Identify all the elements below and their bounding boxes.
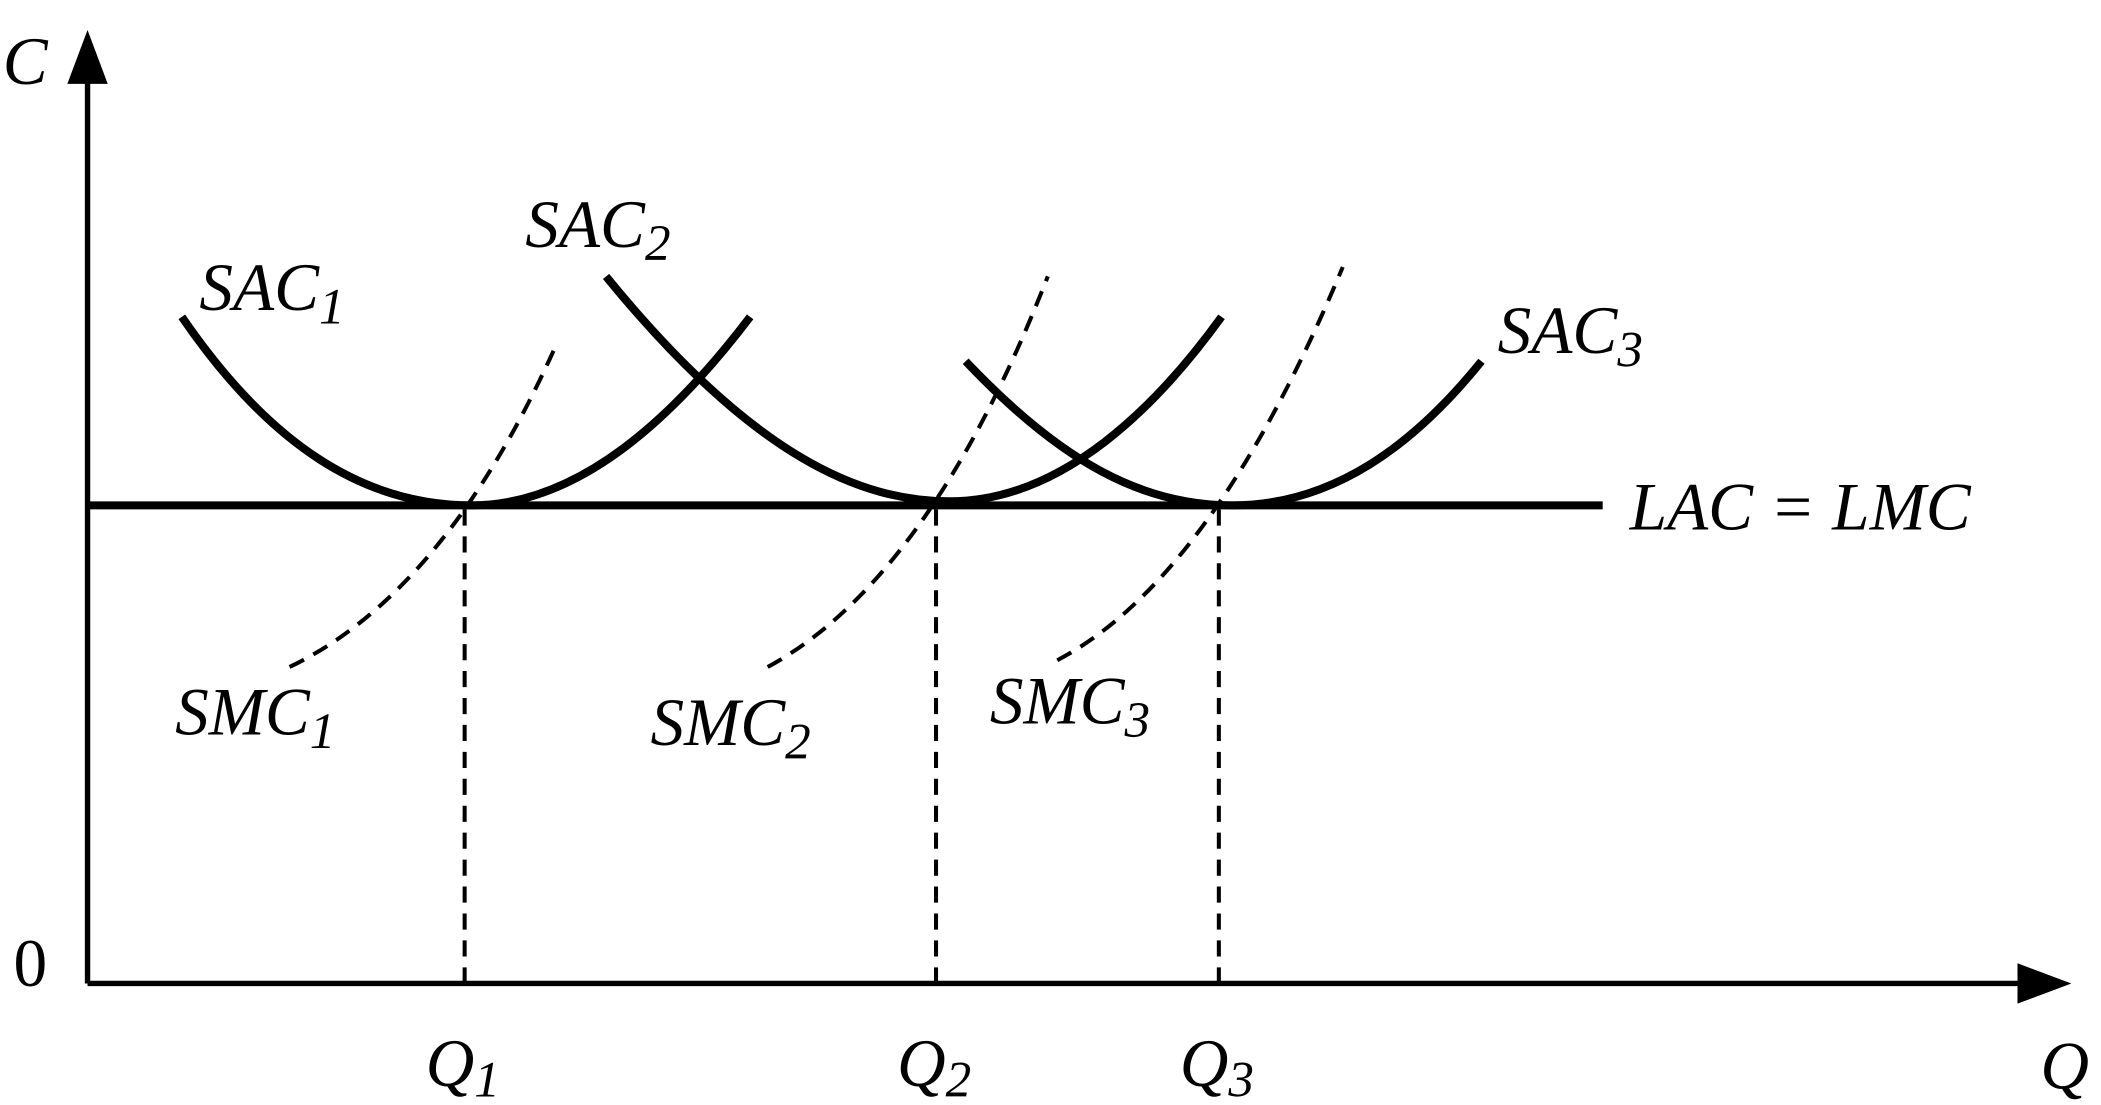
label-subscript: 2 [946, 1052, 972, 1105]
label-text: SAC [1498, 293, 1619, 368]
label-text: Q [897, 1026, 946, 1101]
label-subscript: 2 [645, 215, 671, 272]
y-arrow [67, 29, 108, 84]
smc-curve [288, 346, 557, 669]
label-subscript: 1 [474, 1052, 500, 1105]
label-text: SAC [199, 250, 320, 325]
quantity-label: Q1 [426, 1026, 500, 1105]
label-subscript: 1 [319, 279, 345, 336]
label-text: Q [426, 1026, 475, 1101]
sac-label: SAC1 [199, 250, 344, 335]
sac-curve [178, 314, 754, 510]
label-subscript: 2 [785, 714, 811, 771]
smc-curve [1056, 266, 1345, 663]
smc-label: SMC2 [651, 685, 811, 770]
sac-curve [602, 273, 1225, 506]
quantity-label: Q3 [1180, 1026, 1254, 1105]
sac-label: SAC3 [1498, 293, 1643, 378]
smc-label: SMC3 [990, 664, 1150, 749]
sac-label: SAC2 [525, 187, 670, 272]
label-text: SAC [525, 187, 646, 262]
y-axis-label: C [3, 24, 49, 99]
label-text: SMC [990, 664, 1126, 739]
origin-label: 0 [13, 926, 47, 1001]
label-subscript: 3 [1124, 692, 1151, 749]
smc-label: SMC1 [175, 674, 335, 759]
lac-label: LAC = LMC [1629, 470, 1972, 545]
label-text: Q [1180, 1026, 1229, 1101]
label-subscript: 3 [1227, 1052, 1254, 1105]
x-arrow [2017, 963, 2072, 1004]
quantity-label: Q2 [897, 1026, 971, 1105]
x-axis-label: Q [2040, 1029, 2089, 1104]
label-text: SMC [175, 674, 311, 749]
label-subscript: 3 [1616, 322, 1643, 379]
smc-curve [766, 275, 1050, 669]
label-subscript: 1 [310, 703, 336, 760]
sac-curve [962, 358, 1485, 510]
label-text: SMC [651, 685, 787, 760]
